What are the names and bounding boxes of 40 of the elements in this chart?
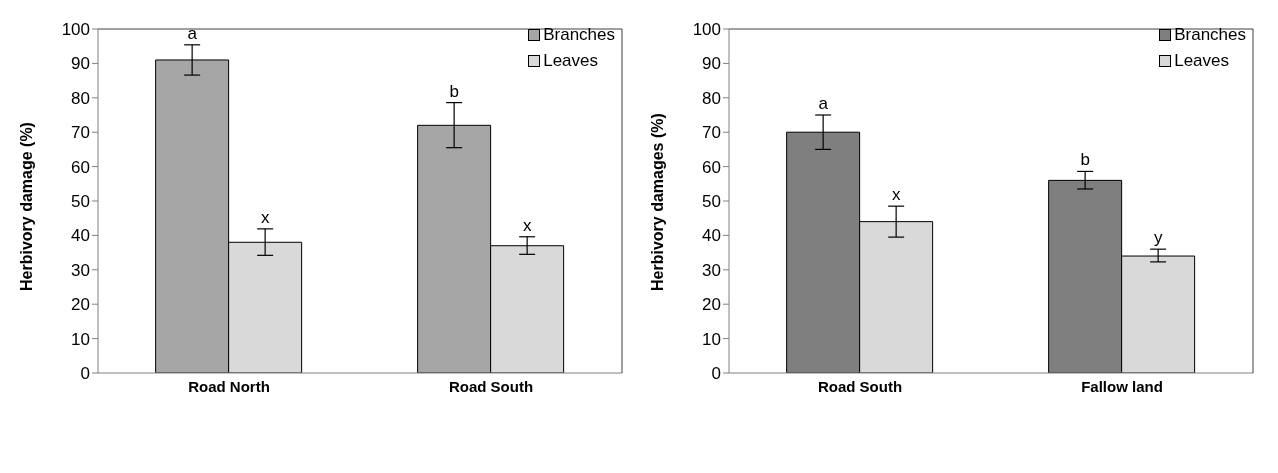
legend-label: Leaves [543,51,598,71]
annotation: b [1080,150,1090,170]
annotation: a [187,23,198,43]
y-tick-label: 50 [702,192,721,212]
y-tick-label: 0 [711,364,721,384]
y-tick-label: 100 [692,20,721,40]
annotation: y [1153,228,1163,248]
y-tick-label: 80 [702,88,721,108]
y-tick-label: 60 [702,157,721,177]
x-tick-label: Fallow land [1081,377,1163,395]
annotation: b [449,81,459,101]
y-tick-label: 40 [71,226,90,246]
legend-label: Branches [543,25,615,45]
y-tick-label: 90 [71,54,90,74]
y-tick-label: 70 [702,123,721,143]
y-tick-label: 20 [702,295,721,315]
annotation: a [818,94,829,113]
y-tick-label: 70 [71,123,90,143]
legend-label: Leaves [1174,51,1229,71]
y-tick-label: 80 [71,88,90,108]
annotation: x [891,185,901,205]
x-tick-label: Road South [448,377,534,395]
annotation: x [522,215,532,235]
y-axis-title: Herbivory damage (%) [17,122,35,291]
y-tick-label: 30 [71,260,90,280]
x-tick-label: Road South [817,377,903,395]
x-tick-label: Road North [188,377,270,395]
y-tick-label: 10 [702,329,721,349]
y-axis-title: Herbivory damages (%) [648,113,666,291]
y-tick-label: 20 [71,295,90,315]
y-tick-label: 60 [71,157,90,177]
y-tick-label: 10 [71,329,90,349]
y-tick-label: 90 [702,54,721,74]
y-tick-label: 50 [71,192,90,212]
y-tick-label: 40 [702,226,721,246]
y-tick-label: 0 [80,364,90,384]
y-tick-label: 30 [702,260,721,280]
annotation: x [260,207,270,227]
legend-label: Branches [1174,25,1246,45]
y-tick-label: 100 [61,20,90,40]
